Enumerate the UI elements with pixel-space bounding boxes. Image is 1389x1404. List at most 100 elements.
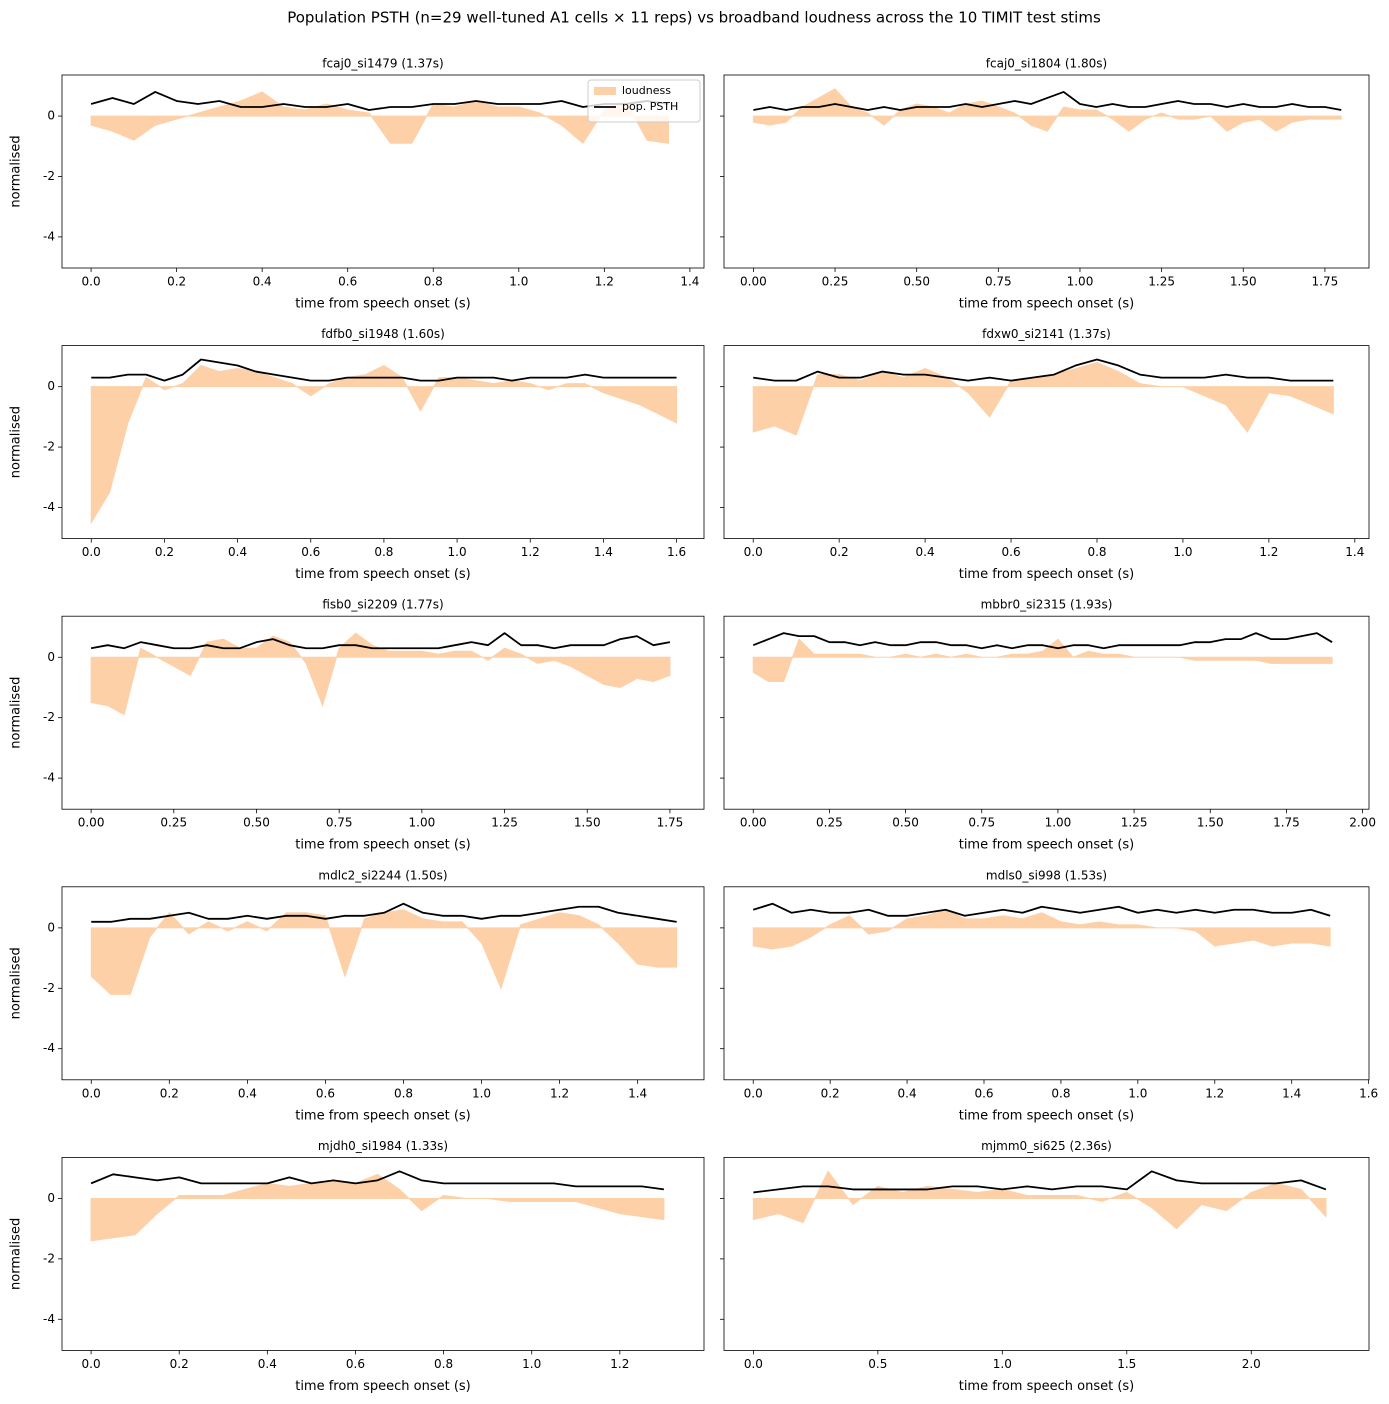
y-tick-label: 0: [47, 109, 55, 123]
subplot: mdls0_si998 (1.53s) 0.0 0.2 0.4 0.6 0.8 1.0 1.2…: [720, 868, 1378, 1123]
x-tick-label: 0.8: [374, 545, 393, 559]
y-tick-label: 0: [47, 650, 55, 664]
legend-label: loudness: [622, 84, 671, 97]
x-tick-label: 0.00: [740, 816, 767, 830]
x-tick-label: 1.00: [409, 816, 436, 830]
y-tick-label: -2: [43, 981, 55, 995]
x-tick-label: 1.2: [1259, 545, 1278, 559]
x-tick-label: 1.75: [657, 816, 684, 830]
x-tick-label: 1.0: [522, 1357, 541, 1371]
plot-area: [90, 632, 671, 716]
psth-line: [90, 91, 669, 111]
subplot-title: mbbr0_si2315 (1.93s): [981, 598, 1113, 612]
subplot-title: fdfb0_si1948 (1.60s): [321, 327, 445, 341]
x-tick-label: 0.6: [316, 1086, 335, 1100]
y-tick-label: -2: [43, 710, 55, 724]
y-tick-label: -2: [43, 440, 55, 454]
plot-area: [90, 358, 678, 525]
loudness-area: [752, 88, 1342, 132]
subplot-title: mjmm0_si625 (2.36s): [981, 1139, 1112, 1153]
x-tick-label: 0.5: [868, 1357, 887, 1371]
x-tick-label: 1.0: [993, 1357, 1012, 1371]
psth-line: [753, 358, 1334, 382]
x-tick-label: 1.2: [521, 545, 540, 559]
x-tick-label: 1.00: [1045, 816, 1072, 830]
x-tick-label: 1.0: [1173, 545, 1192, 559]
plot-area: [752, 88, 1342, 132]
y-tick-label: -2: [43, 1251, 55, 1265]
y-tick-label: -4: [43, 771, 55, 785]
x-tick-label: 1.5: [1117, 1357, 1136, 1371]
x-tick-label: 0.2: [170, 1357, 189, 1371]
x-tick-label: 0.8: [394, 1086, 413, 1100]
loudness-area: [90, 632, 671, 716]
x-tick-label: 0.8: [1051, 1086, 1070, 1100]
axes-frame: [723, 886, 1370, 1081]
y-tick-label: -4: [43, 229, 55, 243]
x-tick-label: 1.25: [491, 816, 518, 830]
x-axis-label: time from speech onset (s): [959, 1108, 1135, 1123]
x-tick-label: 1.4: [680, 275, 699, 289]
x-tick-label: 1.0: [509, 275, 528, 289]
x-tick-label: 0.50: [903, 275, 930, 289]
x-tick-label: 1.00: [1067, 275, 1094, 289]
subplot: fcaj0_si1804 (1.80s) 0.00 0.25 0.50 0.75 1.00…: [720, 57, 1370, 312]
subplot: fdxw0_si2141 (1.37s) 0.0 0.2 0.4 0.6 0.8 1.0 1.…: [720, 327, 1370, 582]
loudness-area: [752, 909, 1331, 950]
subplot: fdfb0_si1948 (1.60s) 0.0 0.2 0.4 0.6 0.8 1.0 1.…: [9, 327, 705, 582]
x-tick-label: 0.50: [243, 816, 270, 830]
x-axis-label: time from speech onset (s): [295, 838, 471, 853]
x-tick-label: 1.0: [472, 1086, 491, 1100]
y-tick-label: -4: [43, 1312, 55, 1326]
x-tick-label: 0.2: [155, 545, 174, 559]
psth-line: [753, 1170, 1327, 1194]
subplot: fcaj0_si1479 (1.37s) 0.0 0.2 0.4 0.6 0.8 1.0 1.…: [9, 57, 705, 312]
x-tick-label: 1.4: [628, 1086, 647, 1100]
legend: loudness pop. PSTH: [587, 79, 701, 123]
x-axis-label: time from speech onset (s): [295, 297, 471, 312]
y-tick-label: -2: [43, 169, 55, 183]
x-tick-label: 1.50: [1197, 816, 1224, 830]
x-tick-label: 1.25: [1148, 275, 1175, 289]
plot-area: [90, 91, 669, 145]
x-tick-label: 0.25: [160, 816, 187, 830]
x-tick-label: 0.6: [1002, 545, 1021, 559]
y-axis-label: normalised: [9, 1218, 24, 1290]
x-tick-label: 1.6: [667, 545, 686, 559]
axes-frame: [723, 1157, 1370, 1351]
x-tick-label: 0.6: [338, 275, 357, 289]
x-tick-label: 0.6: [974, 1086, 993, 1100]
x-tick-label: 1.75: [1312, 275, 1339, 289]
x-tick-label: 1.4: [1282, 1086, 1301, 1100]
loudness-area: [752, 638, 1333, 682]
x-axis-label: time from speech onset (s): [295, 1108, 471, 1123]
x-tick-label: 0.2: [167, 275, 186, 289]
legend-label: pop. PSTH: [622, 100, 678, 113]
x-tick-label: 0.6: [346, 1357, 365, 1371]
plot-area: [752, 358, 1334, 436]
psth-line: [753, 91, 1342, 111]
x-tick-label: 0.4: [898, 1086, 917, 1100]
y-tick-label: 0: [47, 920, 55, 934]
psth-line: [90, 632, 671, 650]
y-axis-label: normalised: [9, 947, 24, 1019]
x-tick-label: 0.25: [816, 816, 843, 830]
x-tick-label: 0.2: [830, 545, 849, 559]
x-tick-label: 1.25: [1121, 816, 1148, 830]
x-tick-label: 2.0: [1242, 1357, 1261, 1371]
x-tick-label: 0.00: [740, 275, 767, 289]
y-tick-label: 0: [47, 1191, 55, 1205]
axes-frame: [61, 615, 705, 810]
x-tick-label: 1.6: [1359, 1086, 1378, 1100]
x-tick-label: 0.2: [821, 1086, 840, 1100]
x-axis-label: time from speech onset (s): [295, 1379, 471, 1394]
x-tick-label: 1.50: [1230, 275, 1257, 289]
x-tick-label: 0.50: [892, 816, 919, 830]
subplot-title: fcaj0_si1804 (1.80s): [986, 57, 1107, 71]
loudness-area: [90, 364, 678, 525]
loudness-area: [90, 1173, 665, 1242]
x-tick-label: 0.4: [238, 1086, 257, 1100]
loudness-area: [90, 91, 669, 145]
